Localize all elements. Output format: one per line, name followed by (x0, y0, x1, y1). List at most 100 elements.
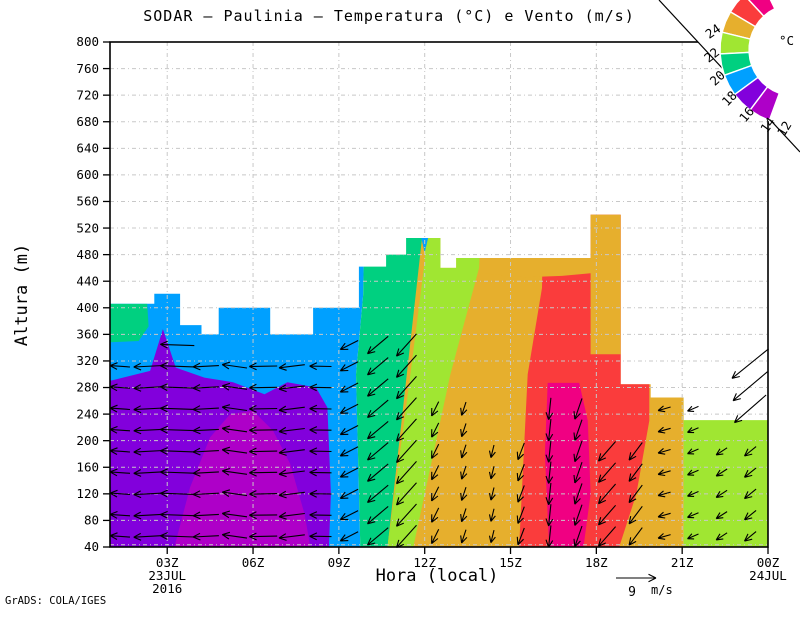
wind-arrow (488, 487, 496, 501)
y-tick-label: 160 (76, 459, 99, 474)
wind-arrow (221, 467, 248, 476)
wind-arrow (628, 484, 643, 504)
wind-arrow (488, 508, 496, 522)
wind-arrow (687, 405, 699, 412)
wind-arrow (431, 422, 440, 438)
wind-arrow (460, 423, 468, 438)
wind-arrow (367, 399, 389, 419)
wind-arrow (573, 525, 583, 548)
wind-arrow (278, 533, 305, 541)
wind-arrow (221, 404, 248, 412)
wind-scale-arrowhead (648, 573, 657, 583)
wind-arrow (133, 447, 164, 456)
wind-arrow (460, 401, 468, 416)
wind-arrow (221, 531, 248, 540)
legend-level-label: 16 (736, 104, 757, 125)
wind-arrow (339, 446, 359, 457)
wind-arrow (395, 503, 417, 527)
x-tick-label: 03Z (156, 555, 179, 570)
wind-arrow (597, 462, 617, 483)
wind-arrow (160, 468, 195, 477)
wind-arrow (309, 426, 332, 434)
wind-arrow (160, 532, 195, 540)
wind-arrow (109, 425, 131, 434)
wind-arrow (133, 362, 164, 371)
x-tick-label: 21Z (671, 555, 694, 570)
wind-arrow (460, 508, 468, 523)
wind-arrow (249, 426, 278, 435)
wind-arrow (367, 484, 389, 504)
wind-arrow (597, 483, 617, 505)
legend-level-label: 20 (707, 67, 728, 88)
wind-arrow (221, 510, 248, 519)
wind-arrow (431, 443, 440, 459)
y-tick-label: 240 (76, 406, 99, 421)
x-tick-label: 06Z (242, 555, 265, 570)
wind-arrow (545, 482, 554, 506)
wind-arrow (309, 362, 332, 371)
y-tick-label: 400 (76, 300, 99, 315)
wind-arrow-strong (732, 371, 768, 402)
wind-arrow (657, 447, 671, 455)
wind-arrow (628, 527, 643, 546)
wind-arrow-strong (733, 394, 767, 424)
wind-arrow (628, 505, 643, 525)
y-tick-label: 80 (84, 513, 99, 528)
plot-border (109, 41, 769, 548)
wind-arrow (395, 524, 417, 549)
wind-arrow (160, 404, 195, 413)
contour-region-chartreuse-right (683, 214, 768, 547)
wind-arrow (516, 442, 525, 461)
wind-arrow (395, 439, 417, 464)
wind-arrow (249, 468, 278, 477)
wind-arrow (221, 361, 248, 370)
wind-arrow (160, 425, 195, 434)
wind-arrow (278, 490, 305, 499)
wind-arrow (687, 490, 699, 497)
wind-arrow (715, 511, 728, 520)
wind-arrow (395, 397, 417, 421)
wind-arrow (339, 340, 359, 351)
wind-arrow (744, 509, 757, 521)
wind-arrow (657, 533, 671, 540)
wind-arrow (339, 382, 359, 393)
wind-arrow (431, 507, 440, 523)
x-tick-sublabel: 24JUL (749, 568, 787, 583)
wind-arrow (192, 469, 219, 477)
wind-arrow (192, 426, 219, 435)
wind-arrow (431, 401, 440, 417)
wind-arrow (339, 531, 359, 542)
contour-region-pink-blob (544, 382, 591, 547)
wind-arrow (573, 462, 583, 484)
x-tick-label: 15Z (499, 555, 522, 570)
wind-arrow (160, 383, 195, 392)
wind-arrow (192, 362, 219, 371)
wind-arrow (309, 489, 332, 498)
legend-unit-label: °C (779, 33, 794, 48)
wind-arrow (160, 361, 195, 370)
y-tick-label: 120 (76, 486, 99, 501)
wind-arrow (744, 531, 757, 542)
wind-arrow (339, 425, 359, 436)
y-tick-label: 200 (76, 433, 99, 448)
wind-arrow (460, 465, 468, 480)
y-tick-label: 320 (76, 353, 99, 368)
wind-arrow (192, 384, 219, 392)
wind-arrow (687, 512, 699, 519)
gridlines (110, 42, 768, 547)
wind-arrow (339, 488, 359, 499)
legend-level-label: 14 (757, 114, 778, 135)
wind-arrow (109, 404, 131, 413)
wind-arrow (460, 487, 468, 501)
wind-arrow (715, 447, 728, 456)
wind-arrow (516, 506, 525, 524)
wind-arrow (133, 384, 164, 392)
wind-arrow (160, 489, 195, 498)
wind-arrow (160, 340, 195, 349)
contour-region-chartreuse-band (387, 214, 482, 547)
wind-arrow (744, 488, 757, 500)
wind-arrow (309, 532, 332, 541)
chart-title: SODAR – Paulinia – Temperatura (°C) e Ve… (143, 7, 635, 25)
wind-arrow (431, 486, 440, 502)
